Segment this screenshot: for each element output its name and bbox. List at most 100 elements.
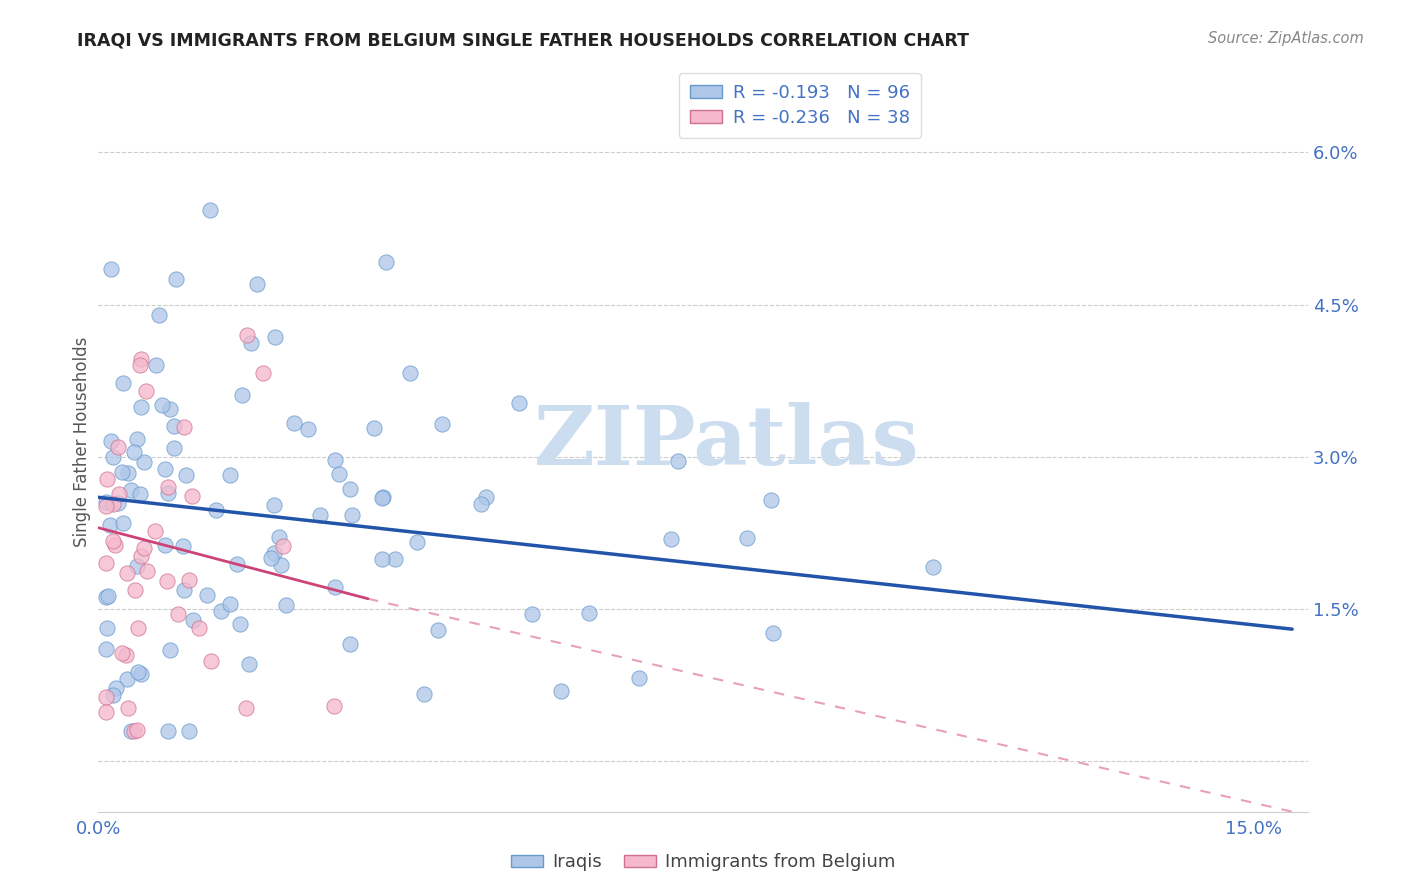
Point <box>129 549 152 563</box>
Point <box>762 626 785 640</box>
Point <box>229 616 252 631</box>
Point <box>108 487 131 501</box>
Point <box>159 402 181 417</box>
Point <box>235 328 257 343</box>
Point <box>129 358 152 372</box>
Point <box>322 698 344 713</box>
Point <box>127 665 149 680</box>
Point <box>157 723 180 738</box>
Point <box>211 604 233 618</box>
Point <box>97 589 120 603</box>
Point <box>231 388 253 402</box>
Point <box>195 588 218 602</box>
Y-axis label: Single Father Households: Single Father Households <box>73 336 91 547</box>
Point <box>112 516 135 531</box>
Point <box>134 455 156 469</box>
Point <box>117 672 139 686</box>
Point <box>127 432 149 446</box>
Point <box>373 490 395 504</box>
Point <box>100 262 122 277</box>
Point <box>252 366 274 380</box>
Point <box>405 534 427 549</box>
Point <box>200 654 222 668</box>
Point <box>122 723 145 738</box>
Point <box>159 643 181 657</box>
Point <box>219 468 242 483</box>
Point <box>127 723 149 738</box>
Point <box>132 541 155 556</box>
Point <box>578 606 600 620</box>
Point <box>246 277 269 291</box>
Point <box>520 607 543 621</box>
Point <box>198 202 221 217</box>
Point <box>271 539 294 553</box>
Point <box>172 539 194 553</box>
Point <box>94 556 117 570</box>
Point <box>103 450 125 464</box>
Text: Source: ZipAtlas.com: Source: ZipAtlas.com <box>1208 31 1364 46</box>
Point <box>374 255 396 269</box>
Point <box>173 420 195 434</box>
Point <box>107 496 129 510</box>
Point <box>94 495 117 509</box>
Point <box>181 613 204 627</box>
Point <box>94 641 117 656</box>
Point <box>153 537 176 551</box>
Point <box>96 472 118 486</box>
Point <box>550 683 572 698</box>
Point <box>117 466 139 480</box>
Point <box>125 559 148 574</box>
Point <box>297 422 319 436</box>
Point <box>155 574 177 589</box>
Point <box>115 566 138 581</box>
Point <box>136 564 159 578</box>
Point <box>124 445 146 459</box>
Point <box>474 490 496 504</box>
Point <box>150 398 173 412</box>
Point <box>163 441 186 455</box>
Point <box>173 582 195 597</box>
Point <box>737 531 759 545</box>
Point <box>135 384 157 398</box>
Point <box>309 508 332 522</box>
Point <box>260 551 283 566</box>
Point <box>174 468 197 483</box>
Point <box>508 395 530 409</box>
Text: ZIPatlas: ZIPatlas <box>534 401 920 482</box>
Point <box>129 351 152 366</box>
Point <box>145 358 167 372</box>
Point <box>96 621 118 635</box>
Point <box>384 551 406 566</box>
Point <box>94 706 117 720</box>
Point <box>263 498 285 512</box>
Point <box>412 687 434 701</box>
Point <box>143 524 166 538</box>
Point <box>131 667 153 681</box>
Point <box>111 465 134 479</box>
Point <box>111 646 134 660</box>
Point <box>124 582 146 597</box>
Point <box>325 580 347 594</box>
Point <box>177 573 200 587</box>
Point <box>235 701 257 715</box>
Point <box>666 454 689 468</box>
Point <box>263 546 285 560</box>
Point <box>129 400 152 414</box>
Point <box>659 533 682 547</box>
Point <box>328 467 350 481</box>
Point <box>94 690 117 704</box>
Point <box>340 508 363 522</box>
Point <box>276 598 298 612</box>
Point <box>94 590 117 604</box>
Point <box>204 502 226 516</box>
Point <box>339 637 361 651</box>
Point <box>166 607 188 621</box>
Point <box>239 336 262 351</box>
Point <box>120 483 142 497</box>
Point <box>163 418 186 433</box>
Point <box>127 620 149 634</box>
Point <box>98 518 121 533</box>
Point <box>94 499 117 513</box>
Point <box>470 497 492 511</box>
Point <box>270 558 292 573</box>
